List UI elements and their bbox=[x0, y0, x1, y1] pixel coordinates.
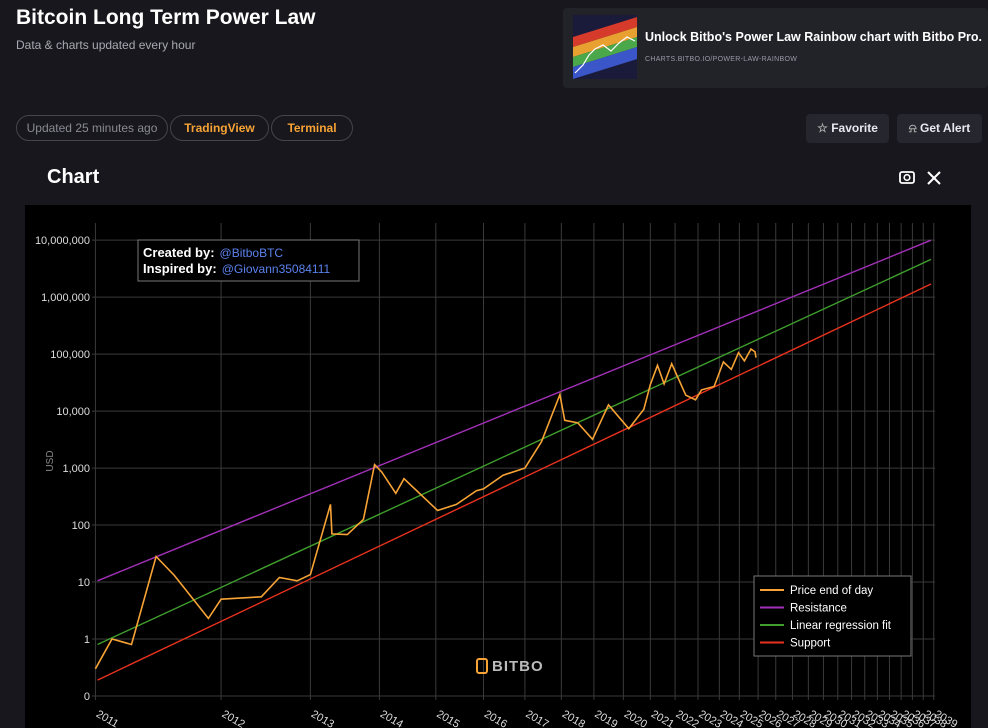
y-tick-label: 10,000,000 bbox=[35, 235, 90, 247]
annotation-label: Inspired by: bbox=[143, 261, 217, 276]
annotation-box bbox=[137, 239, 360, 282]
camera-icon[interactable] bbox=[899, 171, 915, 184]
alert-button[interactable]: ⍾ Get Alert bbox=[897, 114, 982, 143]
y-tick-label: 1,000,000 bbox=[41, 292, 90, 304]
series-line bbox=[97, 258, 932, 646]
y-tick-label: 1 bbox=[84, 634, 90, 646]
updated-badge: Updated 25 minutes ago bbox=[16, 115, 168, 141]
promo-text: Unlock Bitbo's Power Law Rainbow chart w… bbox=[645, 30, 983, 44]
y-tick-label: 0 bbox=[84, 691, 90, 703]
y-tick-label: 10,000 bbox=[56, 406, 90, 418]
annotation-text: Inspired by: @Giovann35084111 bbox=[143, 261, 331, 276]
button-label: Favorite bbox=[831, 121, 878, 135]
series-line bbox=[97, 283, 932, 681]
annotation-link: @BitboBTC bbox=[220, 246, 284, 260]
series-line bbox=[94, 347, 757, 670]
series-line bbox=[97, 239, 932, 582]
watermark: BITBO bbox=[492, 658, 544, 675]
legend-label: Price end of day bbox=[790, 585, 873, 597]
section-title: Chart bbox=[47, 166, 100, 188]
legend-label: Support bbox=[790, 638, 831, 650]
link-button[interactable]: Terminal bbox=[271, 115, 353, 141]
fullscreen-icon[interactable] bbox=[927, 171, 941, 185]
legend-label: Resistance bbox=[790, 603, 847, 615]
y-axis-label: USD bbox=[45, 450, 56, 471]
promo-banner[interactable]: Unlock Bitbo's Power Law Rainbow chart w… bbox=[563, 8, 988, 88]
link-button[interactable]: TradingView bbox=[170, 115, 269, 141]
button-label: Get Alert bbox=[920, 121, 971, 135]
page-subtitle: Data & charts updated every hour bbox=[16, 38, 196, 52]
y-tick-label: 1,000 bbox=[62, 463, 90, 475]
annotation-link: @Giovann35084111 bbox=[222, 262, 331, 276]
y-tick-label: 100,000 bbox=[50, 349, 90, 361]
favorite-button[interactable]: ☆ Favorite bbox=[806, 114, 889, 143]
y-tick-label: 10 bbox=[78, 577, 90, 589]
annotation-text: Created by: @BitboBTC bbox=[143, 245, 283, 260]
watermark-logo bbox=[476, 658, 488, 674]
promo-image bbox=[573, 15, 637, 79]
legend-label: Linear regression fit bbox=[790, 620, 892, 632]
chart-tools bbox=[899, 171, 941, 185]
promo-url: CHARTS.BITBO.IO/POWER-LAW-RAINBOW bbox=[645, 56, 798, 63]
y-tick-label: 100 bbox=[72, 520, 90, 532]
annotation-label: Created by: bbox=[143, 245, 215, 260]
page-title: Bitcoin Long Term Power Law bbox=[16, 6, 316, 29]
